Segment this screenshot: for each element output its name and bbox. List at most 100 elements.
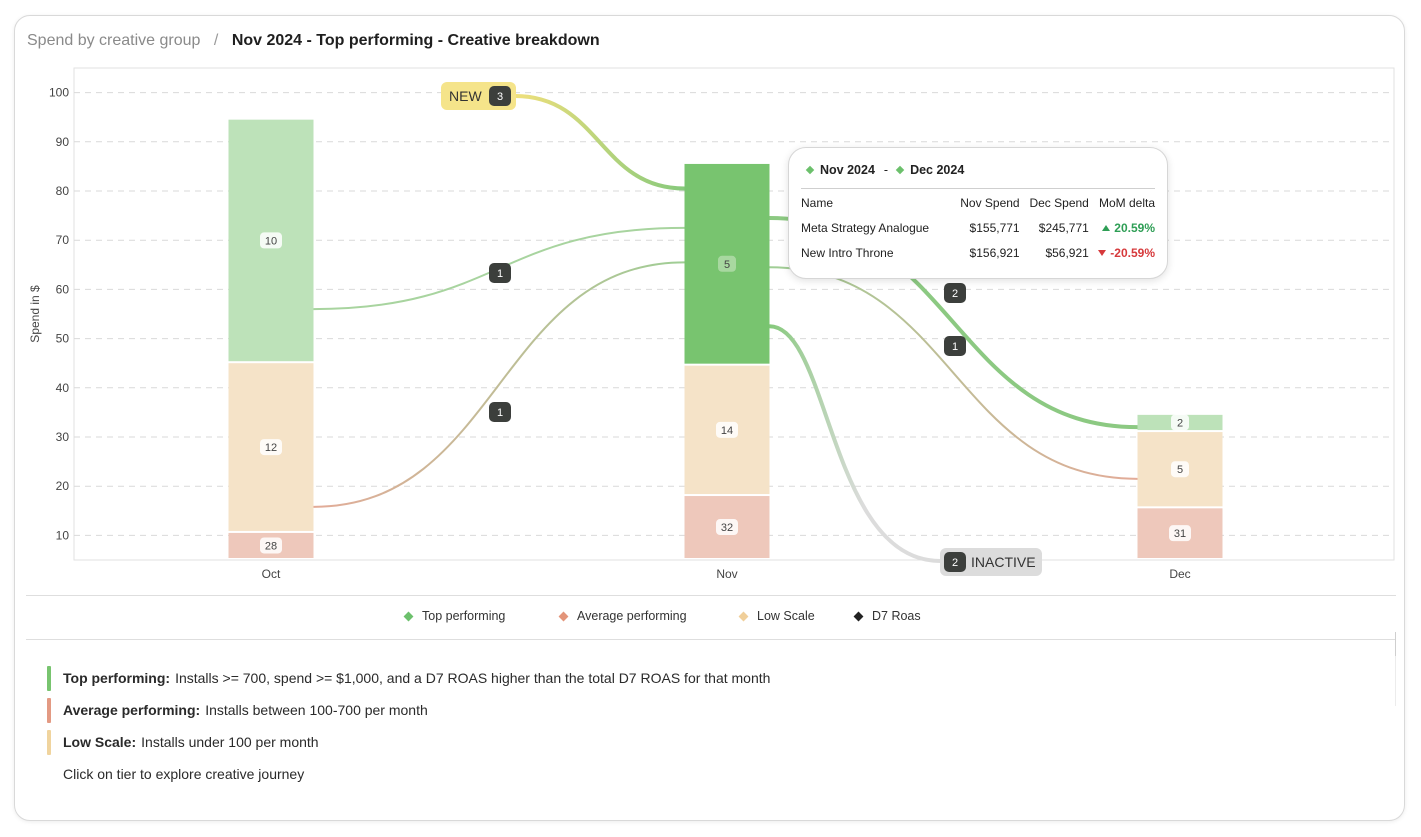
y-tick-label: 50 — [56, 332, 70, 346]
badge-bg — [944, 336, 966, 356]
diamond-icon — [738, 611, 749, 621]
arrow-up-icon — [1102, 225, 1111, 231]
bar-segment[interactable]: 5 — [684, 163, 770, 364]
badge-bg — [489, 263, 511, 283]
bar-segment[interactable]: 10 — [228, 119, 314, 362]
badge-bg — [944, 552, 966, 572]
row-delta: -20.59% — [1089, 241, 1155, 266]
tier-color-bar — [47, 697, 51, 723]
legend-item-average-performing[interactable]: Average performing — [558, 609, 687, 623]
y-tick-label: 40 — [56, 381, 70, 395]
diamond-icon — [403, 611, 414, 621]
legend-label: D7 Roas — [872, 609, 921, 623]
scroll-track-lower — [1395, 656, 1396, 706]
segment-count-label: 28 — [265, 540, 277, 552]
pill-count: 2 — [952, 557, 958, 569]
segment-count-label: 31 — [1174, 528, 1186, 540]
legend-label: Average performing — [577, 609, 687, 623]
segment-count-bg — [1171, 461, 1189, 478]
comparison-tooltip: Nov 2024 - Dec 2024 Name Nov Spend Dec S… — [788, 147, 1168, 279]
pill-label: INACTIVE — [971, 554, 1036, 570]
divider — [26, 639, 1396, 640]
table-row[interactable]: Meta Strategy Analogue $155,771 $245,771… — [801, 216, 1155, 241]
definition-top-performing[interactable]: Top performing: Installs >= 700, spend >… — [47, 662, 770, 694]
bar-segment[interactable]: 31 — [1137, 508, 1223, 558]
badge-bg — [489, 402, 511, 422]
segment-count-bg — [1169, 525, 1191, 542]
bar-segment[interactable]: 14 — [684, 365, 770, 495]
y-axis-label: Spend in $ — [28, 285, 42, 343]
segment-count-bg — [260, 439, 282, 456]
col-mom-delta: MoM delta — [1098, 196, 1155, 210]
scroll-track[interactable] — [1395, 632, 1396, 656]
col-nov-spend: Nov Spend — [960, 196, 1020, 210]
row-delta-value: 20.59% — [1114, 221, 1155, 235]
y-tick-label: 100 — [49, 86, 69, 100]
period-to: Dec 2024 — [910, 163, 965, 177]
badge-bg — [489, 86, 511, 106]
legend-item-top-performing[interactable]: Top performing — [403, 609, 506, 623]
definition-low-scale[interactable]: Low Scale: Installs under 100 per month — [47, 726, 770, 758]
row-delta-value: -20.59% — [1110, 246, 1155, 260]
col-dec-spend: Dec Spend — [1029, 196, 1089, 210]
breadcrumb-current: Nov 2024 - Top performing - Creative bre… — [231, 32, 600, 49]
flow-line[interactable] — [769, 324, 941, 563]
tooltip-header-row: Name Nov Spend Dec Spend MoM delta — [801, 193, 1155, 216]
divider — [26, 595, 1396, 596]
row-nov-spend: $156,921 — [969, 246, 1020, 260]
definition-term: Low Scale: — [63, 734, 137, 750]
flow-line[interactable] — [514, 94, 685, 191]
segment-count-label: 5 — [1177, 464, 1183, 476]
y-tick-label: 70 — [56, 233, 70, 247]
bar-segment[interactable]: 5 — [1137, 432, 1223, 507]
segment-count-label: 14 — [721, 425, 733, 437]
row-name: New Intro Throne — [801, 246, 894, 260]
flow-count-badge[interactable]: 1 — [489, 263, 511, 283]
y-tick-label: 90 — [56, 135, 70, 149]
definition-average-performing[interactable]: Average performing: Installs between 100… — [47, 694, 770, 726]
bar-segment[interactable]: 28 — [228, 532, 314, 558]
tooltip-table: Name Nov Spend Dec Spend MoM delta Meta … — [801, 193, 1155, 266]
period-from: Nov 2024 — [820, 163, 875, 177]
period-to-marker — [895, 165, 905, 175]
legend-label: Top performing — [422, 609, 506, 623]
inactive-pill[interactable]: 2 INACTIVE — [940, 548, 1042, 576]
flow-count-badge[interactable]: 1 — [489, 402, 511, 422]
legend-item-low-scale[interactable]: Low Scale — [738, 609, 815, 623]
bar-segment[interactable]: 32 — [684, 496, 770, 558]
flow-line[interactable] — [313, 261, 685, 508]
y-tick-label: 60 — [56, 282, 70, 296]
legend-item-d7-roas[interactable]: D7 Roas — [853, 609, 921, 623]
flow-count-badge[interactable]: 2 — [944, 283, 966, 303]
y-tick-label: 10 — [56, 528, 70, 542]
breadcrumb-parent-link[interactable]: Spend by creative group — [27, 32, 201, 49]
badge-count: 1 — [952, 341, 958, 353]
y-tick-label: 30 — [56, 430, 70, 444]
definition-text: Installs between 100-700 per month — [205, 702, 428, 718]
pill-label: NEW — [449, 88, 482, 104]
bar-segment[interactable]: 12 — [228, 363, 314, 531]
tier-color-bar — [47, 665, 51, 691]
tooltip-divider — [801, 188, 1155, 189]
row-dec-spend: $56,921 — [1045, 246, 1089, 260]
plot-area — [73, 67, 1395, 561]
row-name: Meta Strategy Analogue — [801, 221, 930, 235]
breadcrumb: Spend by creative group / Nov 2024 - Top… — [27, 32, 600, 50]
x-tick-label: Dec — [1169, 567, 1190, 581]
definition-term: Average performing: — [63, 702, 201, 718]
bar-segment[interactable]: 2 — [1137, 414, 1223, 431]
diamond-icon — [853, 611, 864, 621]
new-pill[interactable]: NEW 3 — [441, 82, 516, 110]
table-row[interactable]: New Intro Throne $156,921 $56,921 -20.59… — [801, 241, 1155, 266]
flow-count-badge[interactable]: 1 — [944, 336, 966, 356]
segment-count-label: 32 — [721, 522, 733, 534]
legend-label: Low Scale — [757, 609, 815, 623]
pill-count: 3 — [497, 91, 503, 103]
period-dash: - — [883, 163, 889, 177]
tier-definitions: Top performing: Installs >= 700, spend >… — [47, 662, 770, 790]
segment-count-label: 5 — [724, 259, 730, 271]
chart-card: Spend by creative group / Nov 2024 - Top… — [14, 15, 1405, 821]
col-name: Name — [801, 196, 834, 210]
badge-bg — [944, 283, 966, 303]
